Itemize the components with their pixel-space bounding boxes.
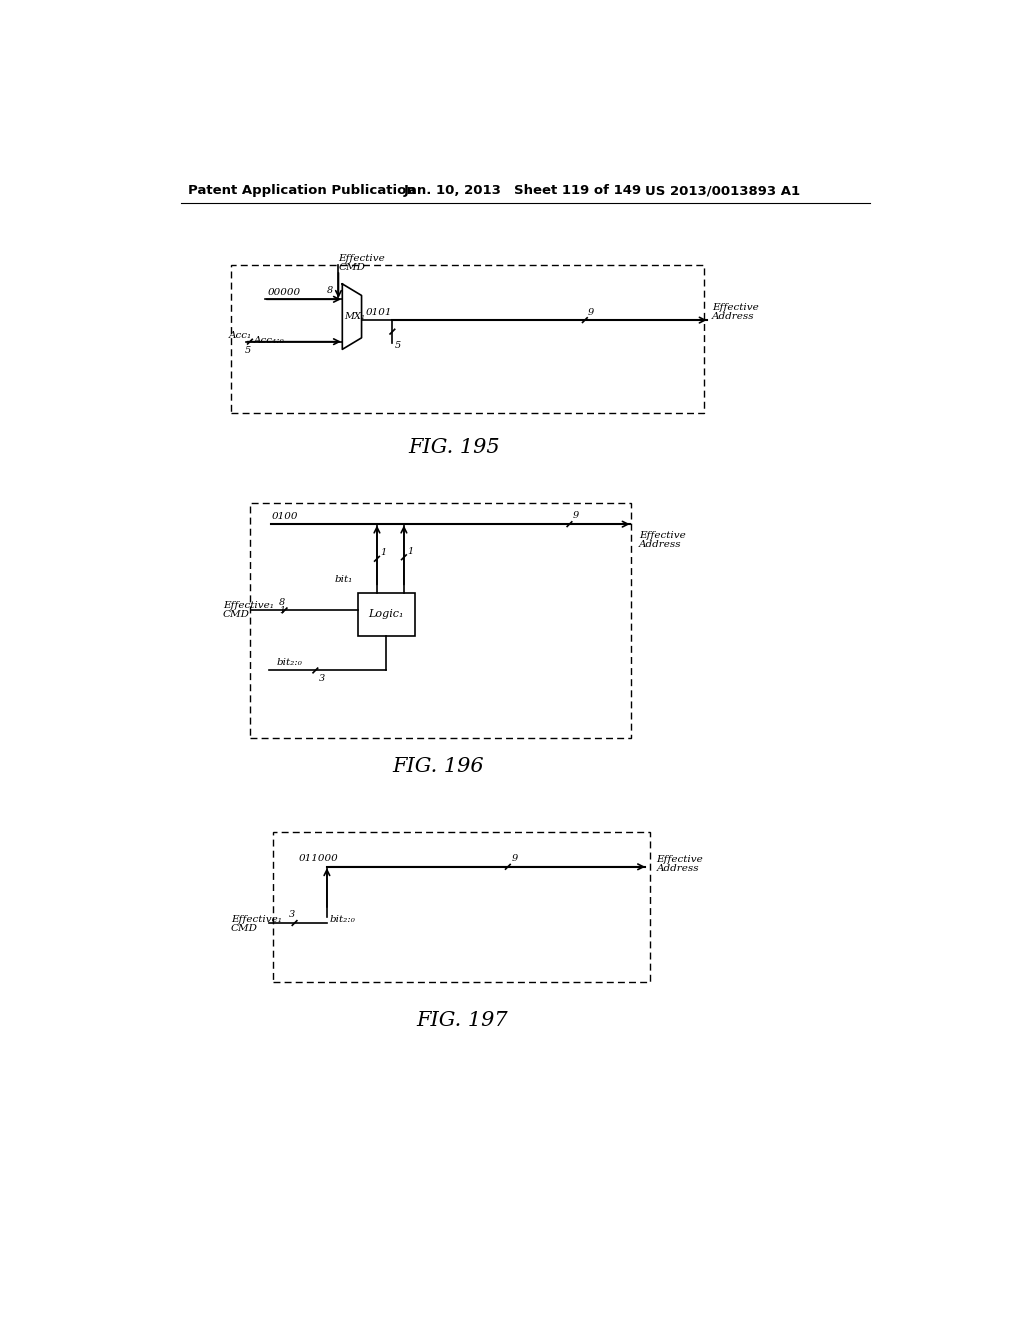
- Text: 1: 1: [407, 546, 414, 556]
- Text: 0101: 0101: [366, 308, 392, 317]
- Text: 8: 8: [327, 285, 333, 294]
- Text: 5: 5: [394, 341, 401, 350]
- Text: MX₁: MX₁: [345, 312, 366, 321]
- Text: Address: Address: [656, 863, 699, 873]
- Text: Logic₁: Logic₁: [369, 610, 403, 619]
- Text: Effective: Effective: [339, 253, 385, 263]
- Text: Acc₁: Acc₁: [229, 331, 252, 341]
- Text: 3: 3: [319, 673, 326, 682]
- Text: Effective: Effective: [656, 854, 703, 863]
- Text: CMD: CMD: [230, 924, 258, 933]
- Text: 5: 5: [245, 346, 251, 355]
- Text: Address: Address: [712, 312, 755, 321]
- Text: bit₁: bit₁: [335, 576, 353, 583]
- Text: 1: 1: [380, 548, 386, 557]
- Text: 0100: 0100: [271, 512, 298, 521]
- Text: FIG. 195: FIG. 195: [409, 438, 500, 457]
- Text: 8: 8: [279, 598, 285, 607]
- Text: 00000: 00000: [267, 288, 301, 297]
- Text: Address: Address: [639, 540, 681, 549]
- Bar: [273, 832, 650, 982]
- Bar: [230, 264, 705, 412]
- Text: CMD: CMD: [223, 610, 250, 619]
- Text: 3: 3: [289, 909, 295, 919]
- Text: CMD: CMD: [339, 263, 366, 272]
- Text: Effective₁: Effective₁: [223, 601, 273, 610]
- Text: bit₂:₀: bit₂:₀: [330, 915, 355, 924]
- Text: 011000: 011000: [298, 854, 338, 863]
- Bar: [250, 503, 631, 738]
- Bar: [357, 594, 416, 636]
- Text: 1: 1: [280, 606, 285, 615]
- Text: Acc₄:₀: Acc₄:₀: [254, 337, 285, 346]
- Text: FIG. 197: FIG. 197: [416, 1011, 508, 1031]
- Text: 9: 9: [588, 308, 594, 317]
- Text: US 2013/0013893 A1: US 2013/0013893 A1: [645, 185, 800, 197]
- Text: FIG. 196: FIG. 196: [393, 758, 484, 776]
- Text: Sheet 119 of 149: Sheet 119 of 149: [514, 185, 641, 197]
- Text: Jan. 10, 2013: Jan. 10, 2013: [403, 185, 502, 197]
- Text: 9: 9: [572, 511, 579, 520]
- Text: Effective₁: Effective₁: [230, 915, 282, 924]
- Text: Patent Application Publication: Patent Application Publication: [188, 185, 416, 197]
- Text: 9: 9: [512, 854, 518, 863]
- Text: Effective: Effective: [712, 302, 759, 312]
- Text: Effective: Effective: [639, 531, 685, 540]
- Text: bit₂:₀: bit₂:₀: [276, 659, 303, 667]
